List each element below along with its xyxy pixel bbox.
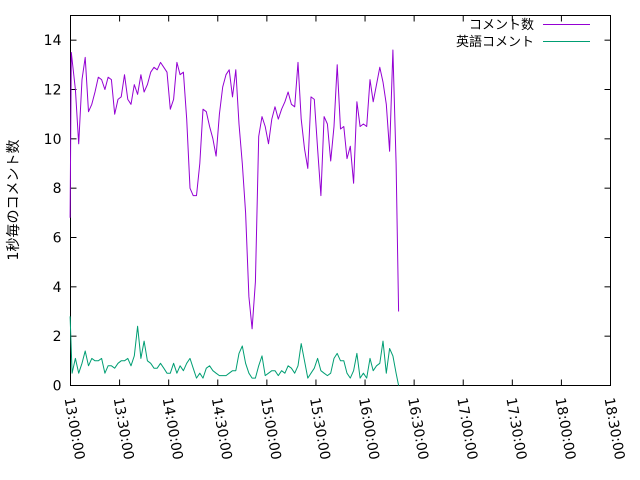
x-tick-label: 14:00:00: [159, 396, 186, 461]
y-tick-label: 10: [44, 132, 62, 148]
y-tick-label: 14: [44, 33, 62, 49]
series-line-comments: [69, 49, 400, 330]
x-tick-label: 16:30:00: [404, 396, 431, 461]
legend: コメント数 英語コメント: [456, 18, 590, 50]
y-tick-label: 0: [53, 379, 62, 395]
y-tick-label: 2: [53, 329, 62, 345]
x-tick-label: 18:00:00: [551, 396, 578, 461]
legend-label-comments: コメント数: [469, 18, 534, 33]
x-axis: 13:00:00 13:30:00 14:00:00 14:30:00 15:00:00…: [61, 15, 628, 461]
y-axis: 0 2 4 6 8 10 12 14: [44, 33, 611, 395]
series-line-english-comments: [69, 316, 400, 386]
x-tick-label: 17:30:00: [502, 396, 529, 461]
x-tick-label: 16:00:00: [355, 396, 382, 461]
series-layer: [69, 49, 400, 386]
x-tick-label: 13:30:00: [110, 396, 137, 461]
x-tick-label: 14:30:00: [208, 396, 235, 461]
x-tick-label: 18:30:00: [601, 396, 628, 461]
x-tick-label: 13:00:00: [61, 396, 88, 461]
y-tick-label: 8: [53, 181, 62, 197]
x-tick-label: 17:00:00: [453, 396, 480, 461]
y-tick-label: 6: [53, 231, 62, 247]
x-tick-label: 15:30:00: [306, 396, 333, 461]
legend-label-english-comments: 英語コメント: [456, 34, 534, 50]
y-axis-label: 1秒毎のコメント数: [6, 140, 22, 261]
y-tick-label: 12: [44, 83, 62, 99]
x-tick-label: 15:00:00: [257, 396, 284, 461]
y-tick-label: 4: [53, 280, 62, 296]
